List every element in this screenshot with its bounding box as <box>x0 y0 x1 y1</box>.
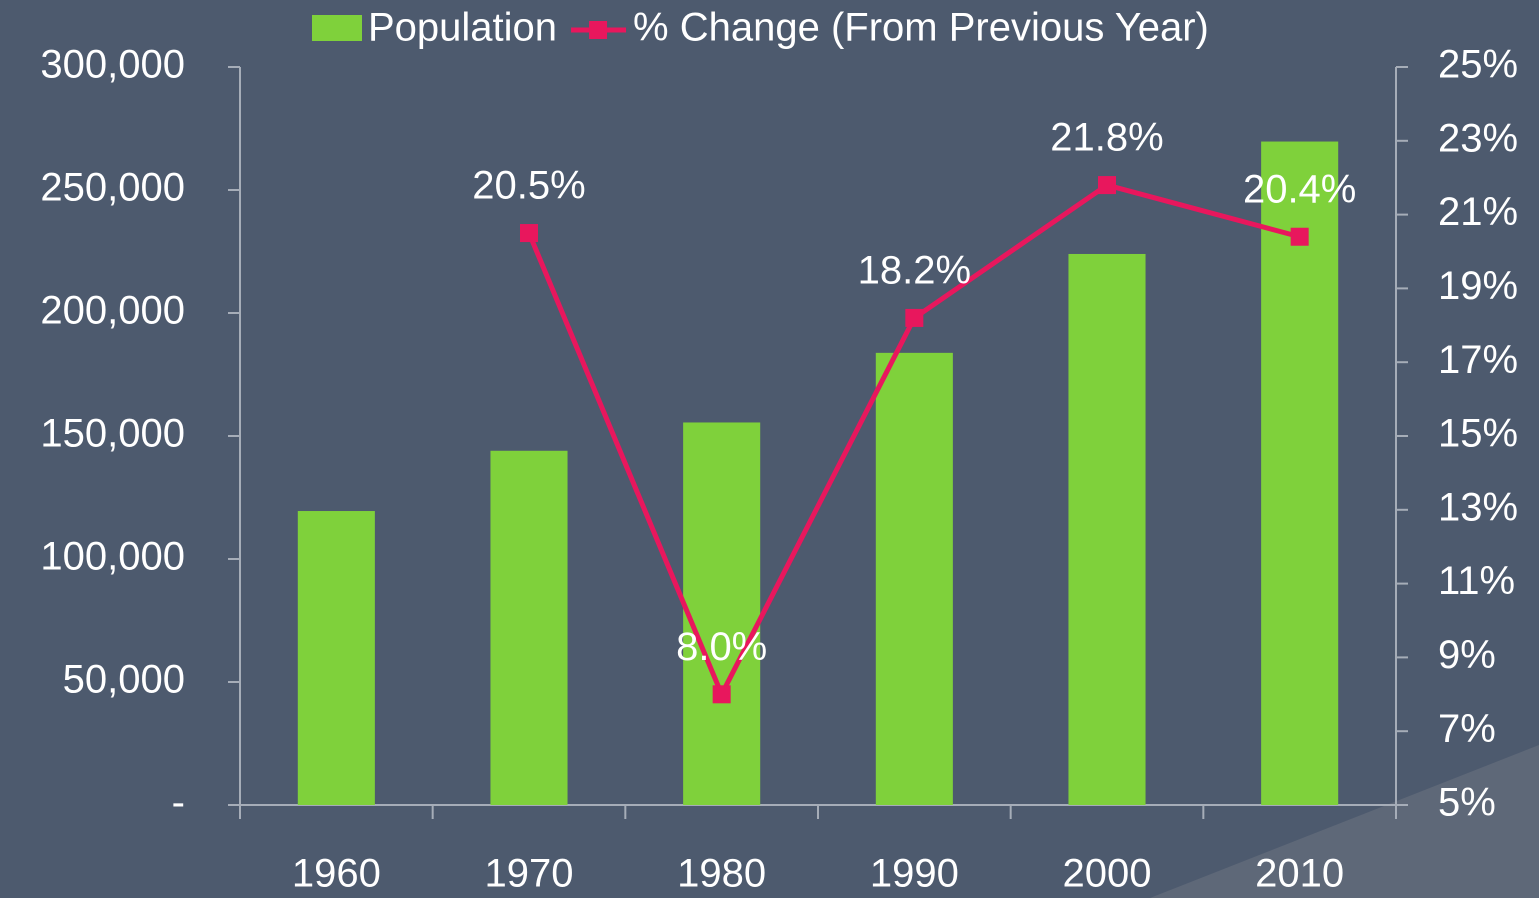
y-tick-label: 100,000 <box>40 535 185 579</box>
data-label: 8.0% <box>676 625 767 669</box>
x-tick-label: 1970 <box>485 852 574 896</box>
data-label: 20.4% <box>1243 167 1356 211</box>
x-tick-label: 2010 <box>1255 852 1344 896</box>
x-tick-label: 2000 <box>1063 852 1152 896</box>
legend-label: % Change (From Previous Year) <box>633 6 1209 50</box>
y-tick-label: 50,000 <box>63 658 185 702</box>
y2-tick-label: 21% <box>1438 190 1518 234</box>
legend-swatch <box>312 15 362 41</box>
data-label: 21.8% <box>1050 116 1163 160</box>
marker <box>905 308 924 327</box>
legend-marker <box>589 21 608 39</box>
x-tick-label: 1990 <box>870 852 959 896</box>
marker <box>520 224 538 243</box>
bar <box>490 450 568 805</box>
bar <box>683 422 761 805</box>
y2-tick-label: 25% <box>1438 43 1518 87</box>
legend-label: Population <box>368 6 557 50</box>
bar <box>1261 141 1339 806</box>
data-label: 20.5% <box>472 164 585 208</box>
marker <box>1290 227 1309 246</box>
y-tick-label: 150,000 <box>40 412 185 456</box>
marker <box>712 685 731 704</box>
y2-tick-label: 11% <box>1438 559 1515 603</box>
y2-tick-label: 13% <box>1438 485 1518 529</box>
data-label: 18.2% <box>858 248 971 292</box>
y2-tick-label: 19% <box>1438 264 1518 308</box>
x-tick-label: 1980 <box>677 852 766 896</box>
y2-tick-label: 23% <box>1438 116 1518 160</box>
decoration <box>1150 745 1539 898</box>
bar <box>875 352 953 805</box>
y2-tick-label: 9% <box>1438 633 1496 677</box>
x-tick-label: 1960 <box>292 852 381 896</box>
y2-tick-label: 7% <box>1438 707 1496 751</box>
bar <box>1068 253 1146 805</box>
y-tick-label: - <box>172 781 185 825</box>
y-tick-label: 250,000 <box>40 166 185 210</box>
bar <box>297 511 375 805</box>
marker <box>1098 176 1116 195</box>
y2-tick-label: 17% <box>1438 338 1518 382</box>
y2-tick-label: 15% <box>1438 412 1518 456</box>
y2-tick-label: 5% <box>1438 781 1496 825</box>
y-tick-label: 300,000 <box>40 43 185 87</box>
y-tick-label: 200,000 <box>40 289 185 333</box>
